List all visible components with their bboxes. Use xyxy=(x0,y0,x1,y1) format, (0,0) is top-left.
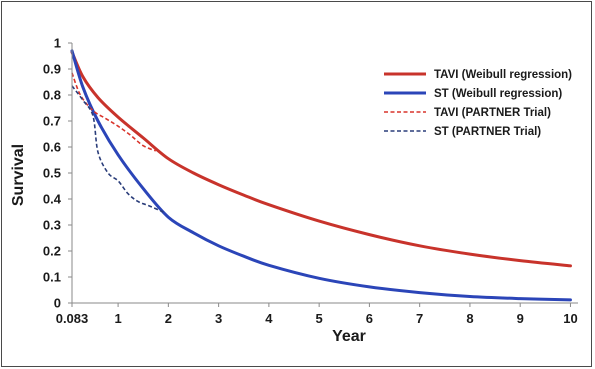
y-tick-label: 1 xyxy=(54,36,61,51)
x-tick-label: 7 xyxy=(416,311,423,326)
legend-label-tavi-partner-trial: TAVI (PARTNER Trial) xyxy=(434,107,551,119)
x-tick-label: 8 xyxy=(466,311,473,326)
y-tick-label: 0.5 xyxy=(43,166,61,181)
series-line-st-weibull-regression xyxy=(70,49,572,302)
x-tick-label: 3 xyxy=(215,311,222,326)
x-axis-title: Year xyxy=(332,328,366,345)
x-tick-label: 2 xyxy=(165,311,172,326)
series-layer xyxy=(70,49,572,302)
y-tick-label: 0.2 xyxy=(43,244,61,259)
legend-label-st-weibull-regression: ST (Weibull regression) xyxy=(434,88,562,100)
y-tick-label: 0 xyxy=(54,296,61,311)
x-tick-label: 1 xyxy=(114,311,121,326)
y-tick-label: 0.6 xyxy=(43,140,61,155)
legend-label-st-partner-trial: ST (PARTNER Trial) xyxy=(434,126,541,138)
series-line-tavi-partner-trial xyxy=(71,72,157,152)
y-tick-label: 0.7 xyxy=(43,114,61,129)
legend: TAVI (Weibull regression) ST (Weibull reg… xyxy=(384,69,572,138)
x-tick-label: 10 xyxy=(563,311,577,326)
y-tick-label: 0.1 xyxy=(43,270,61,285)
axes-layer xyxy=(71,43,578,304)
y-tick-label: 0.9 xyxy=(43,62,61,77)
y-tick-label: 0.8 xyxy=(43,88,61,103)
x-tick-label: 4 xyxy=(265,311,273,326)
x-tick-label: 0.083 xyxy=(56,311,89,326)
y-tick-label: 0.4 xyxy=(43,192,62,207)
x-tick-label: 6 xyxy=(366,311,373,326)
x-tick-label: 5 xyxy=(316,311,323,326)
x-tick-label: 9 xyxy=(517,311,524,326)
legend-label-tavi-weibull-regression: TAVI (Weibull regression) xyxy=(434,69,572,81)
ticks-layer: 0 0.1 0.2 0.3 0.4 0.5 0.6 0.7 0.8 0.9 1 0.083 1 2 3 4 5 6… xyxy=(43,36,578,327)
series-line-tavi-weibull-regression xyxy=(70,50,572,268)
y-tick-label: 0.3 xyxy=(43,218,61,233)
y-axis-title: Survival xyxy=(10,144,27,206)
series-line-st-partner-trial xyxy=(71,85,164,213)
